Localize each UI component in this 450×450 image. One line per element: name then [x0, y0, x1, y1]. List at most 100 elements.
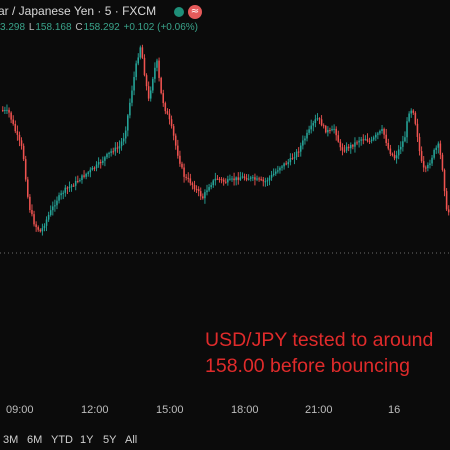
candle-body [366, 139, 369, 141]
candle-body [133, 76, 135, 91]
candle-body [58, 195, 60, 201]
candle-body [237, 177, 240, 180]
candle-body [8, 109, 10, 113]
candle-body [174, 135, 177, 146]
candle-body [83, 175, 85, 177]
candle-body [414, 112, 417, 124]
candle-body [95, 164, 98, 169]
candle-body [252, 177, 254, 179]
candle-body [360, 139, 362, 141]
candle-body [199, 191, 202, 197]
ohlc-readout: 3.298 L158.168 C158.292 +0.102 (+0.06%) [0, 22, 199, 33]
candle-body [381, 128, 383, 132]
candle-body [66, 187, 69, 189]
candle-body [385, 134, 387, 143]
candle-body [370, 139, 373, 142]
chart-annotation: USD/JPY tested to around 158.00 before b… [205, 327, 433, 379]
candle-body [404, 137, 406, 142]
time-axis: 09:00 12:00 15:00 18:00 21:00 16 [0, 404, 450, 420]
candle-body [179, 155, 181, 164]
candle-body [152, 78, 154, 91]
candle-body [264, 181, 267, 183]
candle-body [195, 189, 198, 191]
candle-body [270, 174, 273, 178]
candle-body [172, 126, 175, 136]
candle-body [85, 173, 87, 177]
candle-body [345, 146, 348, 151]
candle-body [20, 140, 23, 146]
candle-body [399, 146, 402, 150]
candle-body [99, 162, 102, 164]
candle-body [162, 93, 165, 104]
candle-body [102, 160, 104, 163]
high-value: 3.298 [0, 22, 26, 33]
candle-body [283, 163, 285, 167]
candle-body [214, 178, 217, 181]
candle-body [137, 57, 140, 64]
candle-body [339, 141, 342, 148]
candle-body [216, 178, 219, 180]
change-value: +0.102 (+0.06%) [123, 22, 198, 33]
range-all-button[interactable]: All [125, 434, 138, 446]
candle-body [145, 75, 148, 87]
candle-body [62, 192, 64, 194]
candle-body [120, 141, 123, 147]
candle-body [324, 126, 327, 133]
candle-body [256, 178, 258, 180]
candle-body [112, 151, 114, 153]
candle-body [424, 167, 427, 169]
candle-body [281, 166, 283, 168]
candle-body [118, 146, 121, 149]
candle-body [277, 170, 279, 172]
candle-body [293, 157, 296, 159]
candle-body [35, 224, 37, 228]
candle-body [343, 150, 346, 152]
candle-body [435, 147, 437, 150]
candle-body [368, 140, 371, 142]
candle-body [139, 47, 142, 58]
candle-body [337, 135, 340, 142]
candle-body [431, 157, 433, 164]
candle-body [268, 177, 271, 181]
range-6m-button[interactable]: 6M [27, 434, 43, 446]
candle-body [260, 179, 262, 181]
candle-body [254, 177, 256, 180]
candle-body [262, 179, 265, 182]
candle-body [441, 154, 444, 170]
range-5y-button[interactable]: 5Y [103, 434, 117, 446]
candle-body [266, 180, 269, 182]
candle-body [247, 178, 250, 180]
candle-body [356, 142, 358, 144]
candle-body [229, 178, 231, 180]
close-value: 158.292 [83, 22, 120, 33]
market-status-icon [174, 7, 184, 17]
candle-body [154, 67, 156, 79]
candle-body [299, 145, 302, 152]
candle-body [358, 140, 360, 143]
candle-body [29, 196, 31, 210]
candle-body [402, 141, 404, 147]
candle-body [312, 123, 315, 126]
wave-icon[interactable]: ≈ [188, 5, 202, 19]
range-3m-button[interactable]: 3M [3, 434, 19, 446]
low-label: L [28, 22, 35, 33]
candle-body [374, 134, 377, 138]
candle-body [352, 144, 354, 147]
range-ytd-button[interactable]: YTD [51, 434, 73, 446]
candle-body [129, 102, 131, 116]
candle-body [295, 151, 298, 158]
time-tick: 21:00 [305, 404, 333, 416]
candle-body [377, 133, 379, 135]
symbol-title[interactable]: ar / Japanese Yen · 5 · FXCM [0, 4, 157, 18]
candle-body [249, 177, 252, 179]
candle-body [433, 149, 435, 158]
candle-body [74, 180, 77, 186]
candle-body [297, 151, 300, 153]
candle-body [218, 178, 221, 180]
candle-body [395, 155, 398, 159]
candle-body [22, 145, 25, 160]
candle-body [12, 119, 14, 124]
annotation-line-1: USD/JPY tested to around [205, 329, 434, 351]
range-1y-button[interactable]: 1Y [80, 434, 94, 446]
